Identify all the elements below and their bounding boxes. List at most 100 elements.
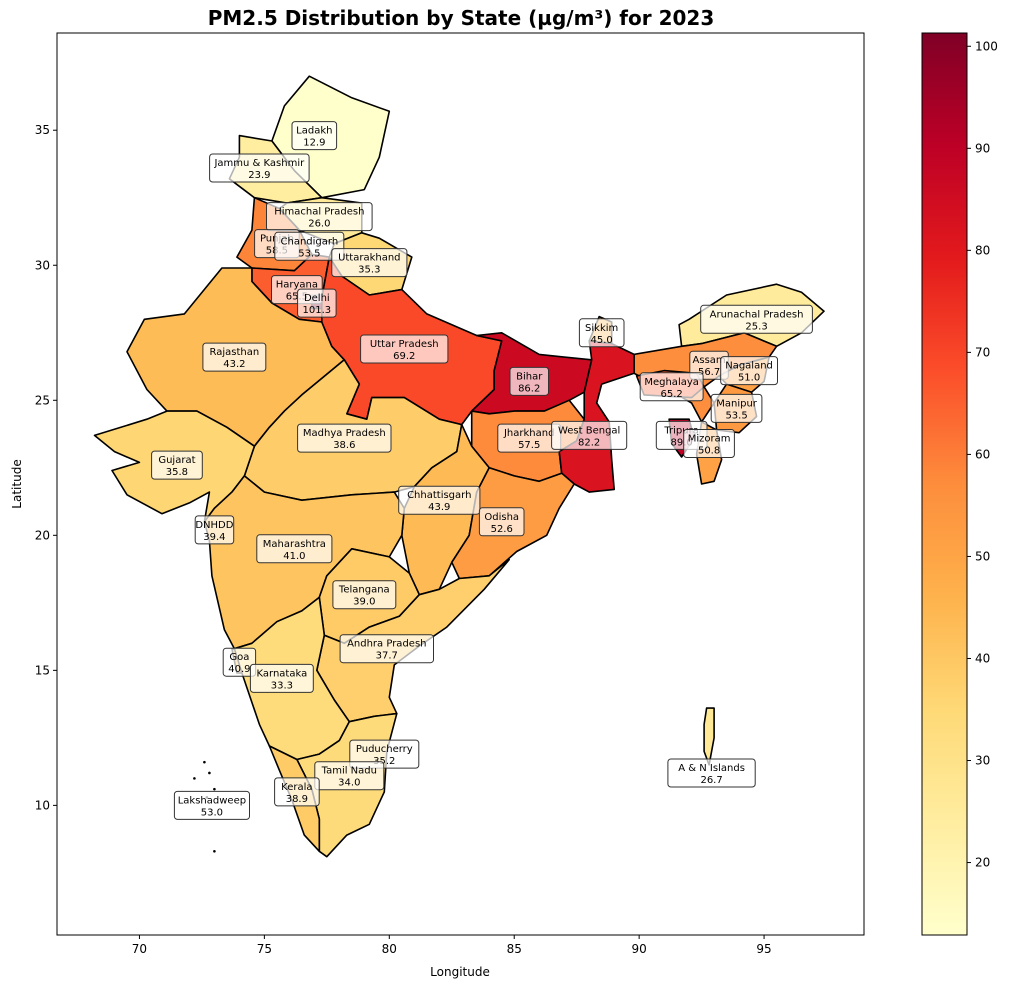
label-box bbox=[314, 761, 385, 791]
label-box bbox=[194, 515, 235, 545]
y-axis-label: Latitude bbox=[10, 459, 24, 508]
state-name: Chandigarh bbox=[281, 236, 339, 247]
state-value: 37.7 bbox=[376, 651, 398, 662]
state-value: 57.5 bbox=[518, 440, 540, 451]
state-name: Assam bbox=[693, 355, 726, 366]
colorbar bbox=[921, 32, 968, 936]
label-box bbox=[683, 429, 735, 458]
state-value: 53.0 bbox=[201, 807, 223, 818]
state-name: Uttarakhand bbox=[338, 253, 400, 264]
state-name: Uttar Pradesh bbox=[370, 339, 439, 350]
state-name: Manipur bbox=[716, 398, 758, 409]
state-value: 38.6 bbox=[333, 440, 355, 451]
state-value: 12.9 bbox=[303, 138, 325, 149]
state-name: Haryana bbox=[276, 280, 318, 291]
state-value: 43.9 bbox=[428, 502, 450, 513]
state-value: 89.0 bbox=[670, 437, 692, 448]
label-box bbox=[551, 420, 628, 450]
island-marker bbox=[213, 787, 216, 791]
x-tick-label: 85 bbox=[507, 942, 522, 956]
label-box bbox=[297, 423, 392, 453]
state-value: 35.2 bbox=[373, 756, 395, 767]
x-axis: 70 75 80 85 90 95 bbox=[132, 935, 772, 956]
state-name: Bihar bbox=[516, 371, 543, 382]
state-value: 33.3 bbox=[271, 680, 293, 691]
state-value: 65.2 bbox=[660, 389, 682, 400]
state-name: DNHDD bbox=[195, 520, 233, 531]
colorbar-tick-label: 40 bbox=[975, 651, 990, 665]
state-value: 52.6 bbox=[491, 524, 513, 535]
label-box bbox=[710, 393, 763, 423]
colorbar-tick-label: 80 bbox=[975, 243, 990, 257]
colorbar-tick-label: 90 bbox=[975, 141, 990, 155]
state-value: 39.4 bbox=[203, 532, 225, 543]
state-value: 25.3 bbox=[745, 321, 767, 332]
colorbar-tick-label: 60 bbox=[975, 447, 990, 461]
colorbar-tick-label: 20 bbox=[975, 856, 990, 870]
colorbar-tick-label: 30 bbox=[975, 754, 990, 768]
state-name: Rajasthan bbox=[210, 347, 260, 358]
state-name: Himachal Pradesh bbox=[274, 207, 364, 218]
state-value: 35.8 bbox=[166, 467, 188, 478]
label-box bbox=[222, 647, 257, 677]
state-name: West Bengal bbox=[558, 425, 620, 436]
label-box bbox=[639, 372, 704, 402]
island-marker bbox=[213, 849, 216, 853]
state-value: 41.0 bbox=[283, 551, 305, 562]
state-value: 56.7 bbox=[698, 367, 720, 378]
state-region bbox=[703, 707, 715, 766]
state-name: Kerala bbox=[281, 782, 312, 793]
state-name: Jharkhand bbox=[503, 428, 554, 439]
label-box bbox=[700, 304, 813, 334]
colorbar-tick-label: 50 bbox=[975, 549, 990, 563]
label-box bbox=[202, 342, 267, 372]
state-name: Madhya Pradesh bbox=[303, 428, 386, 439]
y-tick-label: 30 bbox=[35, 258, 50, 272]
label-box bbox=[667, 758, 756, 788]
island-marker bbox=[193, 777, 196, 780]
state-value: 26.0 bbox=[308, 219, 330, 230]
label-box bbox=[209, 153, 310, 183]
island-marker bbox=[203, 760, 206, 764]
state-name: Tamil Nadu bbox=[321, 766, 377, 777]
state-name: Telangana bbox=[338, 585, 390, 596]
y-tick-label: 10 bbox=[35, 798, 50, 812]
x-tick-label: 80 bbox=[382, 942, 397, 956]
state-name: Mizoram bbox=[688, 433, 731, 444]
state-name: Delhi bbox=[304, 293, 330, 304]
label-box bbox=[360, 334, 449, 364]
label-box bbox=[274, 777, 320, 807]
state-value: 38.9 bbox=[286, 794, 308, 805]
x-axis-label: Longitude bbox=[430, 965, 490, 979]
state-regions bbox=[93, 75, 825, 858]
x-tick-label: 70 bbox=[132, 942, 147, 956]
label-box bbox=[398, 485, 481, 515]
state-name: Karnataka bbox=[257, 668, 308, 679]
y-tick-label: 20 bbox=[35, 528, 50, 542]
